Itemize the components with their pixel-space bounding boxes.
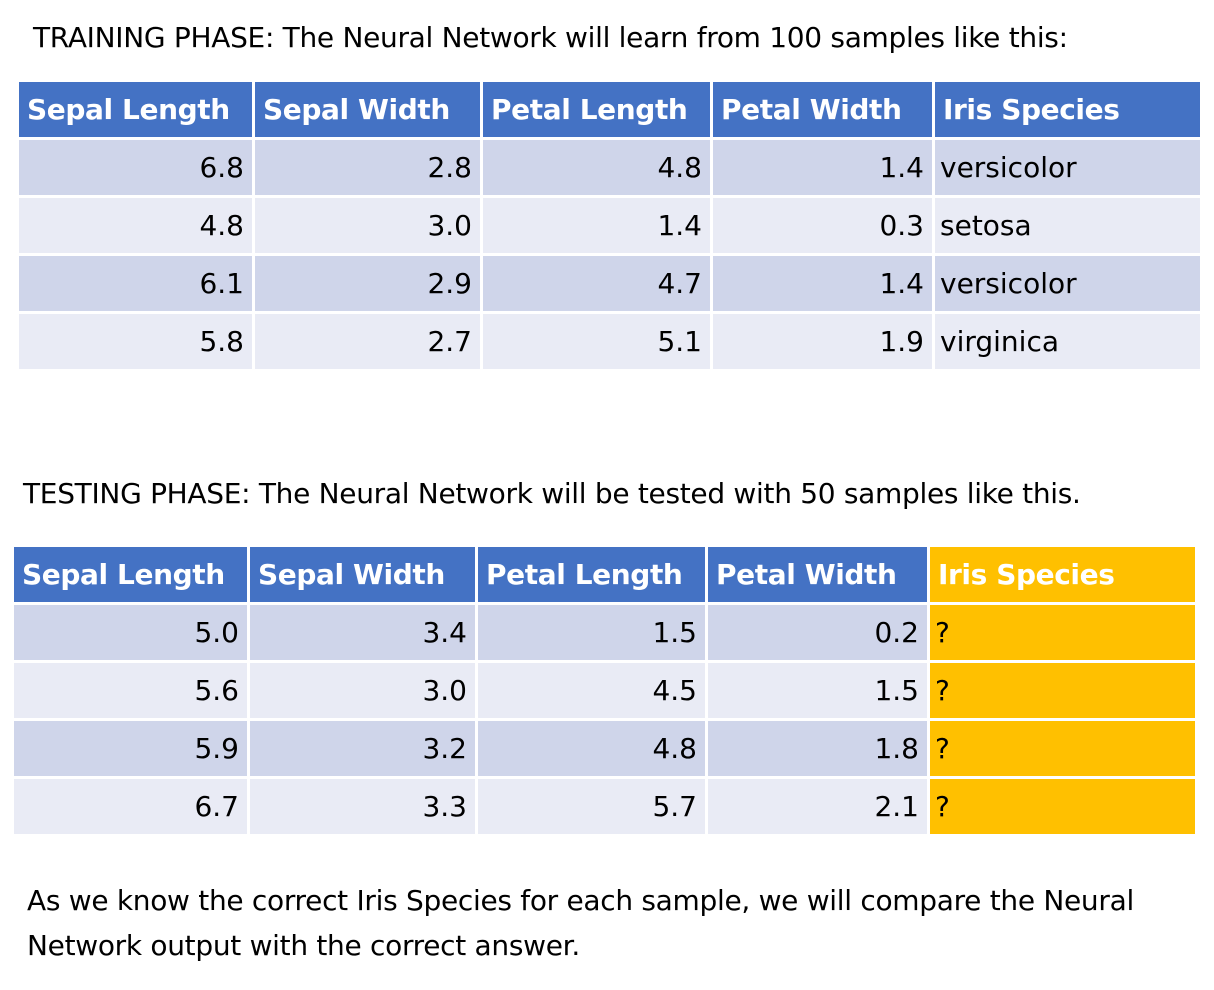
column-header-sepal-width: Sepal Width [247, 544, 478, 605]
column-header-sepal-width: Sepal Width [252, 79, 483, 140]
petal-width-cell: 1.5 [705, 660, 930, 721]
unknown-species-cell: ? [927, 776, 1198, 837]
table-header-row: Sepal Length Sepal Width Petal Length Pe… [11, 544, 1198, 605]
table-row: 6.1 2.9 4.7 1.4 versicolor [16, 253, 1203, 314]
training-samples-table: Sepal Length Sepal Width Petal Length Pe… [16, 79, 1203, 372]
testing-samples-table: Sepal Length Sepal Width Petal Length Pe… [11, 544, 1198, 837]
footer-note: As we know the correct Iris Species for … [27, 884, 1134, 962]
sepal-length-cell: 5.9 [11, 718, 250, 779]
sepal-length-cell: 5.0 [11, 602, 250, 663]
training-phase-caption: TRAINING PHASE: The Neural Network will … [33, 21, 1068, 54]
column-header-sepal-length: Sepal Length [11, 544, 250, 605]
table-row: 4.8 3.0 1.4 0.3 setosa [16, 195, 1203, 256]
petal-width-cell: 0.3 [710, 195, 935, 256]
sepal-length-cell: 6.1 [16, 253, 255, 314]
column-header-petal-width: Petal Width [705, 544, 930, 605]
unknown-species-cell: ? [927, 718, 1198, 779]
table-row: 6.8 2.8 4.8 1.4 versicolor [16, 137, 1203, 198]
table-row: 5.8 2.7 5.1 1.9 virginica [16, 311, 1203, 372]
species-cell: setosa [932, 195, 1203, 256]
species-cell: versicolor [932, 253, 1203, 314]
column-header-petal-length: Petal Length [475, 544, 708, 605]
petal-length-cell: 1.4 [480, 195, 713, 256]
petal-length-cell: 5.7 [475, 776, 708, 837]
sepal-width-cell: 3.3 [247, 776, 478, 837]
petal-width-cell: 1.9 [710, 311, 935, 372]
sepal-length-cell: 5.8 [16, 311, 255, 372]
petal-width-cell: 1.4 [710, 253, 935, 314]
column-header-petal-length: Petal Length [480, 79, 713, 140]
petal-length-cell: 4.8 [475, 718, 708, 779]
petal-width-cell: 0.2 [705, 602, 930, 663]
testing-phase-caption: TESTING PHASE: The Neural Network will b… [23, 477, 1081, 510]
petal-width-cell: 1.4 [710, 137, 935, 198]
column-header-sepal-length: Sepal Length [16, 79, 255, 140]
table-row: 5.6 3.0 4.5 1.5 ? [11, 660, 1198, 721]
unknown-species-cell: ? [927, 602, 1198, 663]
table-row: 6.7 3.3 5.7 2.1 ? [11, 776, 1198, 837]
sepal-length-cell: 5.6 [11, 660, 250, 721]
column-header-iris-species-unknown: Iris Species [927, 544, 1198, 605]
table-row: 5.9 3.2 4.8 1.8 ? [11, 718, 1198, 779]
petal-length-cell: 1.5 [475, 602, 708, 663]
petal-length-cell: 4.8 [480, 137, 713, 198]
sepal-length-cell: 6.7 [11, 776, 250, 837]
sepal-length-cell: 4.8 [16, 195, 255, 256]
table-header-row: Sepal Length Sepal Width Petal Length Pe… [16, 79, 1203, 140]
sepal-width-cell: 2.8 [252, 137, 483, 198]
sepal-width-cell: 3.0 [247, 660, 478, 721]
petal-width-cell: 1.8 [705, 718, 930, 779]
petal-width-cell: 2.1 [705, 776, 930, 837]
sepal-length-cell: 6.8 [16, 137, 255, 198]
sepal-width-cell: 3.2 [247, 718, 478, 779]
column-header-petal-width: Petal Width [710, 79, 935, 140]
sepal-width-cell: 3.4 [247, 602, 478, 663]
species-cell: versicolor [932, 137, 1203, 198]
petal-length-cell: 5.1 [480, 311, 713, 372]
species-cell: virginica [932, 311, 1203, 372]
sepal-width-cell: 3.0 [252, 195, 483, 256]
table-row: 5.0 3.4 1.5 0.2 ? [11, 602, 1198, 663]
column-header-iris-species: Iris Species [932, 79, 1203, 140]
petal-length-cell: 4.7 [480, 253, 713, 314]
unknown-species-cell: ? [927, 660, 1198, 721]
petal-length-cell: 4.5 [475, 660, 708, 721]
sepal-width-cell: 2.7 [252, 311, 483, 372]
sepal-width-cell: 2.9 [252, 253, 483, 314]
